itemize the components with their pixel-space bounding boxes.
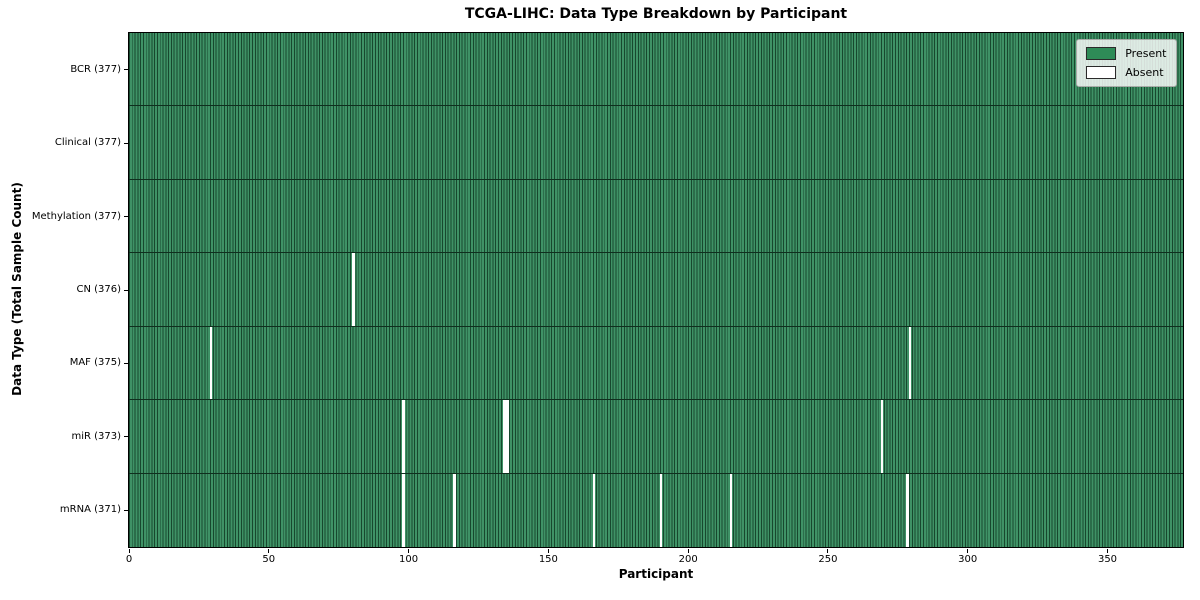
absent-cell bbox=[729, 473, 733, 547]
heatmap-row-MAF bbox=[128, 326, 1183, 401]
x-tick-mark bbox=[1107, 548, 1108, 553]
absent-cell bbox=[402, 473, 406, 547]
legend-swatch-present-icon bbox=[1086, 46, 1117, 60]
y-tick-mark bbox=[123, 436, 128, 438]
x-tick-mark bbox=[268, 548, 270, 553]
absent-cell bbox=[505, 400, 509, 473]
legend: Present Absent bbox=[1076, 38, 1177, 87]
heatmap-row-miR bbox=[128, 400, 1183, 474]
heatmap-rows bbox=[128, 32, 1183, 547]
x-tick-label: 0 bbox=[125, 554, 133, 565]
x-tick-label: 100 bbox=[399, 554, 419, 565]
x-tick-mark bbox=[408, 548, 410, 553]
x-tick-label: 50 bbox=[262, 554, 276, 565]
absent-cell bbox=[659, 473, 663, 547]
absent-cell bbox=[352, 253, 355, 326]
x-tick-label: 200 bbox=[678, 554, 698, 565]
y-tick-mark bbox=[123, 142, 128, 144]
heatmap-row-BCR bbox=[128, 32, 1183, 107]
x-tick-label: 250 bbox=[818, 554, 838, 565]
absent-cell bbox=[503, 400, 506, 473]
heatmap-row-Clinical bbox=[128, 106, 1183, 180]
y-tick-label-BCR: BCR (377) bbox=[70, 63, 121, 75]
y-tick-label-MAF: MAF (375) bbox=[69, 357, 121, 369]
x-tick-label: 300 bbox=[958, 554, 978, 565]
y-tick-mark bbox=[123, 289, 128, 291]
y-tick-label-Clinical: Clinical (377) bbox=[54, 137, 121, 149]
y-tick-mark bbox=[123, 69, 128, 71]
absent-cell bbox=[452, 473, 456, 547]
y-tick-mark bbox=[123, 216, 128, 218]
y-tick-label-miR: miR (373) bbox=[71, 430, 121, 442]
legend-label-absent: Absent bbox=[1125, 65, 1164, 79]
absent-cell bbox=[880, 400, 884, 473]
absent-cell bbox=[402, 400, 406, 473]
y-tick-label-Methylation: Methylation (377) bbox=[31, 210, 121, 222]
heatmap-row-CN bbox=[128, 253, 1183, 327]
x-tick-mark bbox=[827, 548, 829, 553]
x-tick-label: 350 bbox=[1097, 554, 1118, 565]
heatmap-row-Methylation bbox=[128, 179, 1183, 254]
y-tick-mark bbox=[123, 362, 128, 364]
x-tick-mark bbox=[128, 548, 130, 553]
legend-label-present: Present bbox=[1125, 46, 1167, 60]
legend-entry-present: Present bbox=[1086, 46, 1167, 60]
chart-title: TCGA-LIHC: Data Type Breakdown by Partic… bbox=[464, 6, 848, 22]
heatmap-row-mRNA bbox=[128, 473, 1183, 547]
absent-cell bbox=[209, 326, 213, 400]
x-axis-label: Participant bbox=[618, 567, 694, 581]
legend-entry-absent: Absent bbox=[1086, 65, 1166, 79]
absent-cell bbox=[905, 473, 909, 547]
x-tick-mark bbox=[687, 548, 689, 553]
plot-area: Present Absent bbox=[127, 31, 1184, 548]
x-tick-label: 150 bbox=[538, 554, 558, 565]
absent-cell bbox=[908, 326, 912, 400]
legend-swatch-absent-icon bbox=[1086, 65, 1117, 79]
absent-cell bbox=[592, 473, 596, 547]
x-tick-mark bbox=[547, 548, 549, 553]
y-tick-label-CN: CN (376) bbox=[76, 284, 121, 295]
y-tick-label-mRNA: mRNA (371) bbox=[59, 504, 121, 516]
y-tick-mark bbox=[123, 509, 128, 511]
x-tick-mark bbox=[967, 548, 969, 553]
